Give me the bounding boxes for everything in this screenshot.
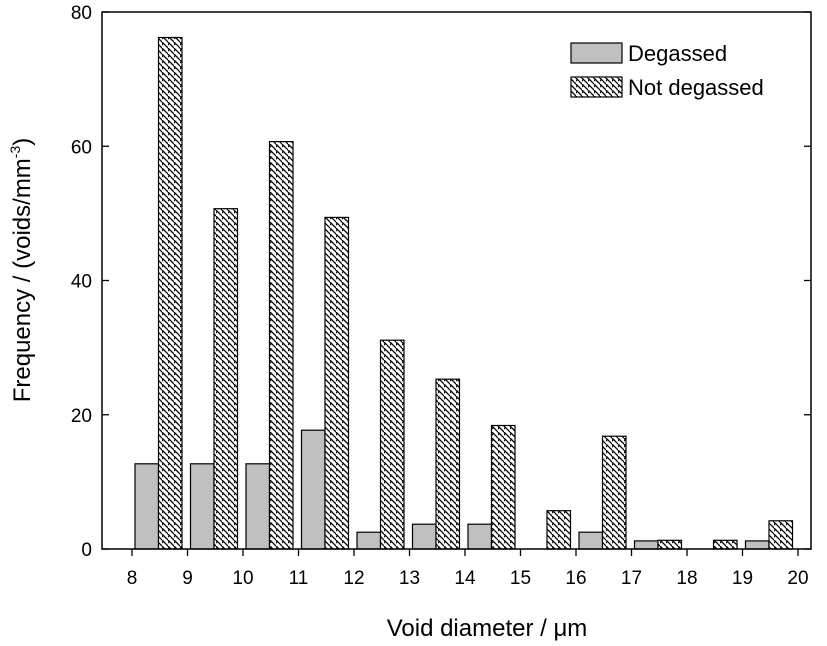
- bars-group: [134, 36, 794, 550]
- x-tick-label: 14: [454, 568, 476, 589]
- legend: Degassed Not degassed: [570, 41, 764, 100]
- legend-label-not-degassed: Not degassed: [628, 75, 764, 100]
- bar-degassed-12: [356, 531, 382, 550]
- bar-not-degassed-12: [379, 339, 405, 550]
- y-axis-title-superscript: -3: [7, 146, 23, 159]
- bar-not-degassed-14: [490, 424, 516, 550]
- x-tick-label: 20: [787, 568, 808, 589]
- y-tick-label: 80: [71, 3, 92, 24]
- bar-not-degassed-18: [712, 539, 738, 550]
- x-tick-label: 9: [182, 568, 193, 589]
- y-axis-title: Frequency / (voids/mm-3): [7, 138, 36, 403]
- bar-degassed-19: [744, 540, 770, 550]
- bar-degassed-8: [134, 463, 160, 550]
- x-tick-label: 18: [676, 568, 697, 589]
- x-axis-title: Void diameter / μm: [387, 615, 588, 642]
- x-tick-label: 19: [732, 568, 753, 589]
- bar-not-degassed-11: [324, 216, 350, 550]
- bar-not-degassed-17: [657, 539, 683, 550]
- axis-ticks: 0 20 40 60 80 8 9 10 11 12 13 14 15 16 17 18 19 20: [71, 3, 811, 589]
- y-axis-title-end: ): [9, 138, 36, 146]
- y-tick-label: 60: [71, 137, 92, 158]
- legend-swatch-degassed: [570, 42, 623, 64]
- bar-degassed-16: [578, 531, 604, 550]
- legend-label-degassed: Degassed: [628, 41, 727, 66]
- bar-not-degassed-16: [601, 435, 627, 550]
- bar-degassed-17: [633, 540, 659, 550]
- y-axis-title-main: Frequency / (voids/mm: [9, 158, 36, 402]
- x-tick-label: 17: [621, 568, 642, 589]
- bar-degassed-13: [411, 523, 437, 550]
- bar-degassed-9: [189, 463, 215, 550]
- bar-degassed-14: [467, 523, 493, 550]
- x-tick-label: 13: [399, 568, 420, 589]
- x-tick-label: 15: [510, 568, 531, 589]
- bar-degassed-10: [245, 463, 271, 550]
- bar-not-degassed-13: [435, 378, 461, 550]
- bar-not-degassed-19: [768, 520, 794, 550]
- x-tick-label: 11: [289, 568, 309, 589]
- bar-not-degassed-15: [546, 510, 572, 550]
- y-tick-label: 0: [81, 540, 92, 561]
- x-tick-label: 8: [127, 568, 138, 589]
- bar-not-degassed-8: [157, 36, 183, 550]
- bar-not-degassed-10: [268, 141, 294, 550]
- x-tick-label: 12: [343, 568, 364, 589]
- x-tick-label: 10: [232, 568, 253, 589]
- legend-swatch-not-degassed: [570, 76, 623, 98]
- y-tick-label: 20: [71, 406, 92, 427]
- y-tick-label: 40: [71, 272, 92, 293]
- x-tick-label: 16: [565, 568, 586, 589]
- bar-not-degassed-9: [213, 208, 239, 550]
- bar-degassed-11: [300, 429, 326, 550]
